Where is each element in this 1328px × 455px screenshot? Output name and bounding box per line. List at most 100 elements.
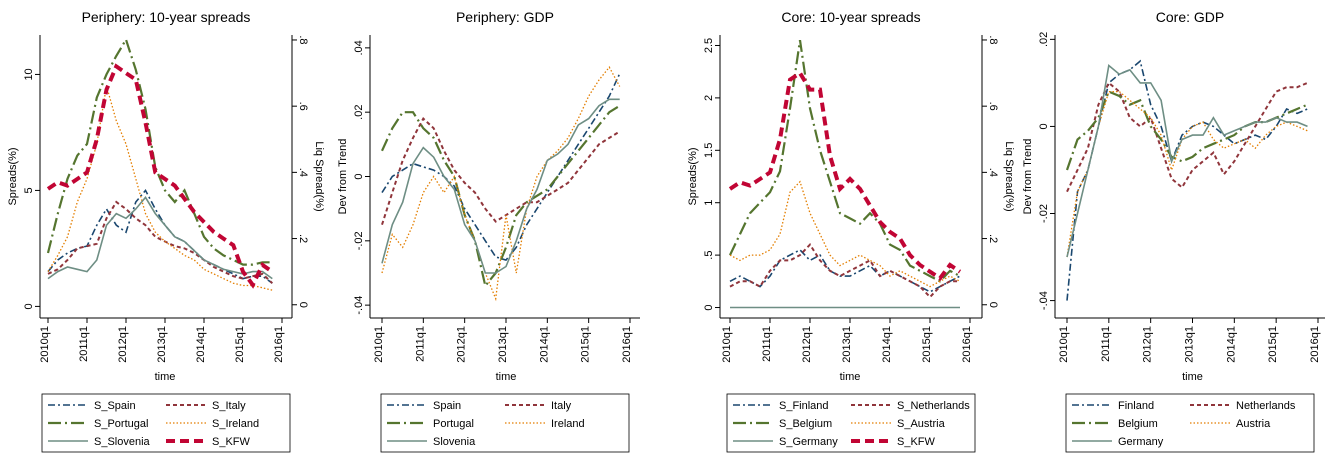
y2-axis-title: Liq Spread(%) — [313, 141, 325, 211]
y-axis-title: Dev from Trend — [337, 139, 349, 215]
x-tick-label: 2013q1 — [156, 326, 168, 363]
x-tick-label: 2011q1 — [1100, 326, 1112, 362]
legend-label: Finland — [1118, 400, 1154, 412]
legend-label: S_Ireland — [212, 418, 259, 430]
x-tick-label: 2013q1 — [841, 326, 853, 363]
y2-tick-label: .4 — [987, 168, 999, 177]
x-axis-title: time — [155, 371, 176, 383]
y2-tick-label: .8 — [297, 35, 309, 44]
series-line — [1066, 81, 1308, 193]
legend-label: S_Finland — [779, 400, 829, 412]
y-tick-label: 1.5 — [703, 143, 715, 158]
x-tick-label: 2014q1 — [1225, 326, 1237, 363]
legend-label: Germany — [1118, 436, 1164, 448]
legend-label: S_Netherlands — [897, 400, 970, 412]
x-tick-label: 2011q1 — [761, 326, 773, 362]
y2-tick-label: .6 — [297, 102, 309, 111]
y-tick-label: -.04 — [1038, 291, 1050, 310]
x-axis-title: time — [1182, 371, 1203, 383]
series-line — [728, 70, 962, 282]
x-tick-label: 2016q1 — [1309, 326, 1321, 363]
legend-label: S_KFW — [897, 436, 936, 448]
x-tick-label: 2012q1 — [1142, 326, 1154, 363]
y-tick-label: 2.5 — [703, 38, 715, 53]
series-line — [46, 36, 273, 266]
y2-axis-title: Liq Spread(%) — [1003, 141, 1015, 211]
chart-title: Core: GDP — [1156, 9, 1224, 25]
x-tick-label: 2015q1 — [921, 326, 933, 363]
y-tick-label: .02 — [1038, 32, 1050, 47]
legend-label: S_Germany — [779, 436, 838, 448]
chart-title: Periphery: 10-year spreads — [82, 9, 251, 25]
legend-label: S_Slovenia — [94, 436, 151, 448]
x-tick-label: 2012q1 — [456, 326, 468, 363]
y-tick-label: 2 — [703, 95, 715, 101]
x-tick-label: 2015q1 — [234, 326, 246, 363]
x-axis-title: time — [496, 371, 517, 383]
series-line — [380, 104, 621, 289]
y-tick-label: .5 — [703, 251, 715, 260]
x-tick-label: 2010q1 — [1058, 326, 1070, 363]
chart-title: Periphery: GDP — [456, 9, 554, 25]
x-tick-label: 2016q1 — [961, 326, 973, 363]
y-tick-label: 0 — [703, 304, 715, 310]
y2-tick-label: 0 — [297, 302, 309, 308]
x-tick-label: 2012q1 — [117, 326, 129, 363]
y-tick-label: -.04 — [353, 296, 365, 315]
series-line — [729, 248, 961, 293]
x-tick-label: 2014q1 — [538, 326, 550, 363]
y2-tick-label: .8 — [987, 35, 999, 44]
series-line — [729, 40, 961, 283]
y-tick-label: 10 — [23, 68, 35, 80]
legend-label: Ireland — [551, 418, 585, 430]
series-line — [381, 73, 621, 262]
legend-label: Netherlands — [1236, 400, 1296, 412]
legend-label: Italy — [551, 400, 572, 412]
legend-label: S_Belgium — [779, 418, 832, 430]
legend-label: Slovenia — [433, 436, 476, 448]
legend-label: Austria — [1236, 418, 1271, 430]
series-line — [381, 98, 620, 274]
series-line — [381, 116, 621, 226]
legend-label: S_Portugal — [94, 418, 148, 430]
x-tick-label: 2014q1 — [195, 326, 207, 363]
y-tick-label: 0 — [353, 173, 365, 179]
x-axis-title: time — [840, 371, 861, 383]
x-tick-label: 2010q1 — [39, 326, 51, 363]
x-tick-label: 2015q1 — [580, 326, 592, 363]
x-tick-label: 2010q1 — [721, 326, 733, 363]
y-tick-label: 0 — [23, 303, 35, 309]
x-tick-label: 2014q1 — [881, 326, 893, 363]
x-tick-label: 2015q1 — [1267, 326, 1279, 363]
x-tick-label: 2016q1 — [621, 326, 633, 363]
y2-tick-label: 0 — [987, 302, 999, 308]
x-tick-label: 2010q1 — [373, 326, 385, 363]
x-tick-label: 2016q1 — [273, 326, 285, 363]
y-tick-label: 0 — [1038, 123, 1050, 129]
legend-label: Portugal — [433, 418, 474, 430]
legend-label: Belgium — [1118, 418, 1158, 430]
y-axis-title: Spreads(%) — [7, 147, 19, 205]
series-line — [47, 85, 273, 291]
y-tick-label: -.02 — [353, 231, 365, 250]
legend-label: S_Italy — [212, 400, 246, 412]
series-line — [381, 66, 621, 302]
legend-label: S_KFW — [212, 436, 251, 448]
series-line — [729, 180, 961, 288]
chart-title: Core: 10-year spreads — [781, 9, 920, 25]
legend-label: S_Spain — [94, 400, 136, 412]
y-tick-label: 5 — [23, 187, 35, 193]
series-line — [729, 242, 960, 299]
x-tick-label: 2013q1 — [1184, 326, 1196, 363]
x-tick-label: 2012q1 — [801, 326, 813, 363]
series-line — [47, 200, 273, 284]
y-tick-label: 1 — [703, 200, 715, 206]
x-tick-label: 2011q1 — [78, 326, 90, 362]
y-axis-title: Dev from Trend — [1022, 139, 1034, 215]
series-line — [1066, 59, 1308, 301]
legend-label: Spain — [433, 400, 461, 412]
y2-tick-label: .2 — [297, 234, 309, 243]
series-line — [1066, 90, 1308, 258]
y-tick-label: .02 — [353, 105, 365, 120]
